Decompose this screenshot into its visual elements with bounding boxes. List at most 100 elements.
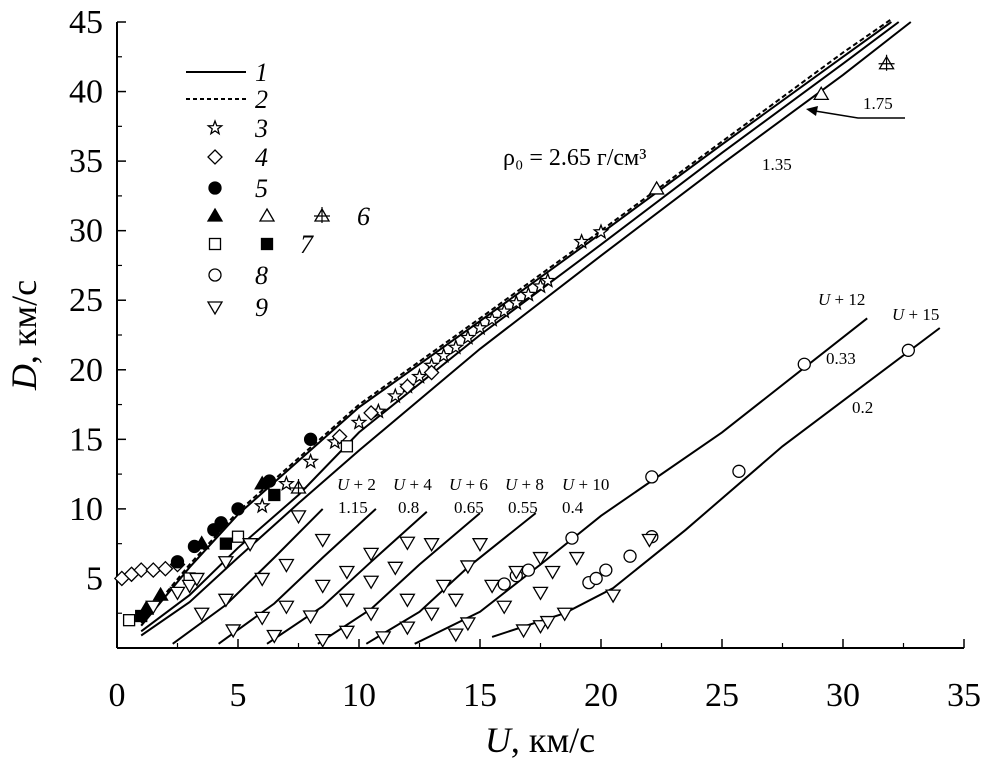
series-9-point [423,538,440,552]
series-9-point [254,611,271,626]
series-9-point [193,607,210,622]
series-5-point [231,502,245,516]
series-9-point [556,607,573,622]
series-5-point [214,516,228,530]
x-tick-label: 10 [342,677,376,714]
shift-label: U + 10 [562,475,609,494]
legend-label: 2 [255,85,268,114]
series-4-point [399,378,416,395]
y-tick-label: 30 [69,213,103,250]
series-7-point [340,440,354,453]
density-annotation: ρ₀ = 2.65 г/см³ [503,145,646,171]
series-3-point [459,328,477,345]
legend-marker [208,268,222,282]
legend-label: 7 [300,230,314,259]
series-8-point [589,571,603,586]
series-7-point [268,488,281,502]
density-label-1-75: 1.75 [863,94,893,113]
y-tick-label: 10 [69,491,103,528]
series-3-point [573,232,591,250]
series-3-point [519,285,537,302]
series-8-point [497,577,511,591]
shifted-curve [172,508,324,645]
series-9-point [532,551,549,566]
series-9-point [459,617,477,632]
series-4-point [363,404,380,421]
series-9-point [435,579,452,594]
series-9-point [483,579,501,594]
legend-marker [208,181,222,195]
series-9-point [399,593,416,608]
data-points [113,54,915,648]
density-label: 0.55 [508,498,538,517]
x-axis-title: U, км/с [485,720,595,760]
series-9-point [278,600,295,615]
series-9-point [471,538,489,552]
y-tick-label: 20 [69,352,103,389]
shift-label: U + 6 [449,475,488,494]
shifted-curve [491,327,941,638]
x-tick-label: 20 [584,677,618,714]
series-8-point [599,563,613,577]
series-3-point [483,310,501,327]
legend-label: 8 [255,261,268,290]
series-3-point [386,387,404,404]
legend-marker [258,207,276,222]
series-9-point [302,610,319,625]
series-9-point [145,600,162,615]
legend-label: 1 [255,58,268,87]
series-7-point [122,614,136,627]
series-6-point [254,475,271,490]
series-3-point [410,367,429,384]
series-3-point [253,497,271,514]
series-4-point [331,428,348,445]
series-9-point [387,561,404,576]
series-9-point [362,607,380,622]
y-tick-label: 5 [86,560,103,597]
series-8-point [901,343,915,357]
series-6-point [813,86,830,100]
series-6-point [878,54,895,71]
series-9-point [447,628,464,643]
series-5-point [303,432,318,446]
series-9-point [447,593,464,608]
arrow-head [806,106,818,116]
shift-label: U + 15 [892,305,939,324]
series-9-point [532,620,549,635]
legend-label: 5 [255,174,268,203]
legend-marker [260,237,274,251]
density-label: 0.8 [398,498,419,517]
density-label-1-35: 1.35 [762,155,792,174]
series-8-point [645,470,659,484]
shift-label: U + 12 [818,290,865,309]
series-3-point [302,452,320,469]
series-9-point [508,565,525,580]
series-9-point [375,631,392,646]
series-8-point [797,357,811,371]
x-tick-label: 35 [947,677,981,714]
density-label: 0.33 [826,349,856,368]
series-7-point [135,609,148,623]
series-3-point [592,223,610,240]
series-3-point [447,338,465,355]
legend-label: 3 [254,114,268,143]
density-label: 0.65 [454,498,484,517]
series-9-point [338,565,356,580]
legend-label: 4 [255,143,268,172]
series-4-point [423,364,440,381]
series-9-point [188,572,205,587]
series-9-point [604,589,622,604]
shifted-curve [266,510,428,645]
series-4-point [157,560,174,577]
series-5-point [170,555,185,569]
series-6-point [152,586,169,601]
series-9-point [314,533,331,548]
series-9-point [314,634,331,648]
shifted-curve [218,508,377,645]
y-tick-label: 25 [69,282,103,319]
x-tick-label: 30 [826,677,860,714]
y-axis-title: D, км/с [4,280,44,391]
series-3-point [471,319,489,336]
